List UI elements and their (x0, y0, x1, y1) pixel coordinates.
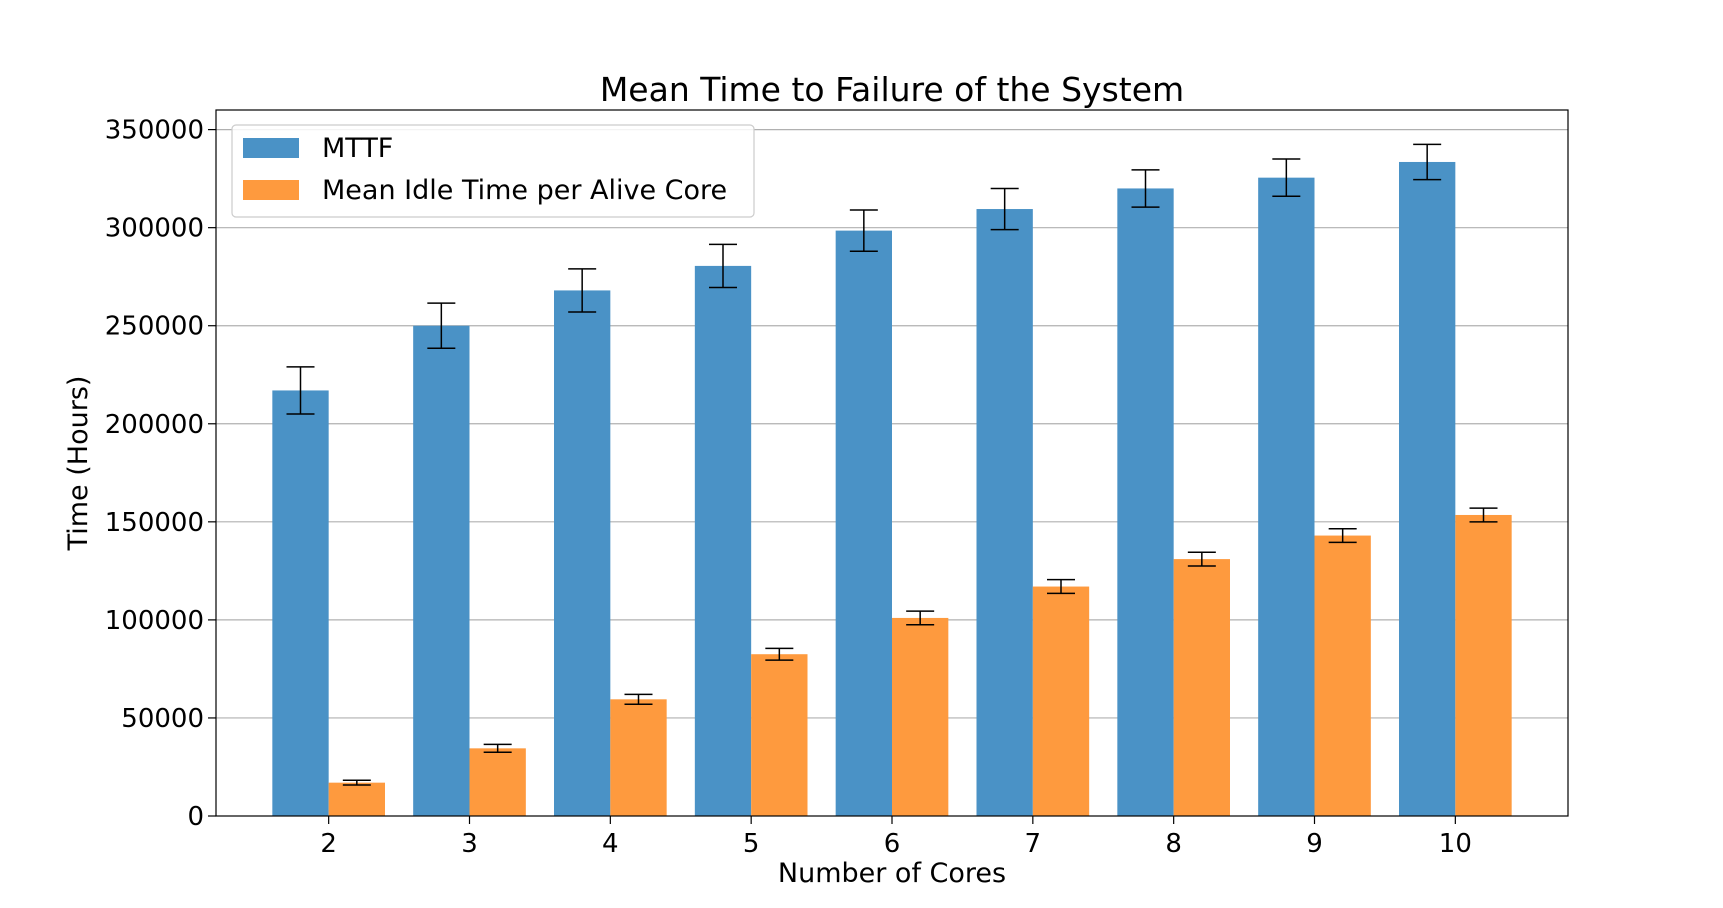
y-axis-ticks: 0 50000 100000 150000 200000 250000 300000 3500… (105, 116, 216, 832)
legend: MTTF Mean Idle Time per Alive Core (231, 124, 755, 218)
legend-label: MTTF (322, 133, 393, 164)
bar-idle-8 (1173, 559, 1230, 816)
error-bars (286, 143, 1498, 786)
bar-mttf-6 (835, 230, 892, 816)
x-tick-label: 3 (461, 829, 478, 859)
x-tick-label: 2 (320, 829, 337, 859)
x-tick-label: 7 (1025, 829, 1042, 859)
y-tick-label: 200000 (105, 410, 204, 440)
y-tick-label: 100000 (105, 606, 204, 636)
bar-idle-4 (610, 699, 667, 816)
y-tick-label: 150000 (105, 508, 204, 538)
bar-mttf-5 (694, 265, 752, 816)
x-tick-label: 6 (884, 829, 901, 859)
bar-idle-9 (1314, 535, 1371, 816)
x-tick-label: 4 (602, 829, 619, 859)
x-tick-label: 5 (743, 829, 760, 859)
bar-idle-3 (469, 748, 526, 816)
x-axis-label: Number of Cores (778, 858, 1006, 889)
legend-frame (231, 124, 755, 218)
bar-mttf-2 (272, 390, 329, 816)
bar-idle-7 (1032, 586, 1090, 816)
y-tick-label: 300000 (105, 214, 204, 244)
bar-idle-6 (892, 617, 949, 816)
legend-label: Mean Idle Time per Alive Core (322, 175, 727, 206)
bar-idle-5 (751, 654, 808, 816)
y-tick-label: 350000 (105, 116, 204, 146)
bar-idle-2 (328, 782, 385, 816)
bar-mttf-9 (1258, 177, 1315, 817)
bar-mttf-10 (1399, 161, 1456, 816)
legend-swatch (243, 180, 299, 200)
y-axis-label: Time (Hours) (63, 376, 94, 552)
bars (272, 161, 1512, 817)
x-axis-ticks: 2 3 4 5 6 7 8 9 10 (320, 816, 1472, 859)
y-tick-label: 0 (187, 802, 204, 832)
bar-idle-10 (1455, 514, 1512, 816)
y-tick-label: 50000 (121, 704, 204, 734)
bar-mttf-7 (976, 209, 1033, 816)
bar-mttf-8 (1117, 188, 1174, 816)
bar-mttf-3 (413, 325, 470, 816)
legend-swatch (243, 138, 299, 158)
chart-title: Mean Time to Failure of the System (600, 70, 1184, 109)
x-tick-label: 8 (1165, 829, 1182, 859)
x-tick-label: 10 (1439, 829, 1472, 859)
bar-mttf-4 (554, 290, 611, 816)
x-tick-label: 9 (1306, 829, 1323, 859)
y-tick-label: 250000 (105, 312, 204, 342)
